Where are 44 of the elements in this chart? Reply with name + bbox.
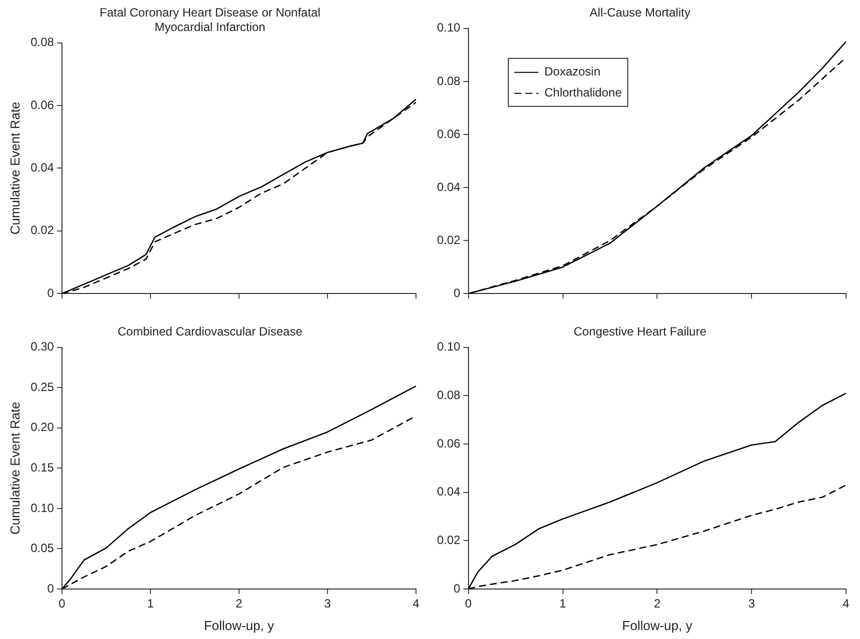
y-tick-label: 0.10 — [30, 500, 54, 515]
legend-label: Chlorthalidone — [544, 86, 622, 100]
x-tick-label: 0 — [465, 596, 472, 611]
y-tick-label: 0.06 — [436, 436, 461, 450]
y-tick-label: 0 — [454, 286, 461, 300]
y-tick-label: 0.02 — [30, 223, 54, 238]
y-tick-label: 0.04 — [436, 484, 461, 499]
chart-title: Combined Cardiovascular Disease — [118, 324, 303, 339]
x-tick-label: 2 — [236, 596, 243, 611]
x-axis-title: Follow-up, y — [622, 618, 693, 633]
x-tick-label: 1 — [559, 596, 566, 611]
y-tick-label: 0 — [454, 581, 461, 596]
y-tick-label: 0.30 — [30, 340, 54, 354]
x-axis-title: Follow-up, y — [204, 618, 275, 633]
y-tick-label: 0.10 — [436, 340, 461, 354]
chart-title: Fatal Coronary Heart Disease or Nonfatal Myocardial Infarction — [100, 6, 320, 34]
x-tick-label: 4 — [412, 596, 420, 611]
x-tick-label: 0 — [58, 596, 66, 611]
y-tick-label: 0.25 — [30, 380, 54, 394]
y-tick-label: 0.05 — [30, 541, 54, 556]
y-tick-label: 0.06 — [30, 98, 54, 112]
y-tick-label: 0.08 — [436, 74, 461, 88]
x-tick-label: 3 — [748, 596, 756, 611]
y-tick-label: 0.04 — [30, 160, 54, 175]
x-tick-label: 3 — [324, 596, 332, 611]
y-tick-label: 0 — [47, 286, 54, 300]
y-tick-label: 0.04 — [436, 180, 461, 194]
y-tick-label: 0.02 — [436, 532, 461, 547]
x-tick-label: 2 — [654, 596, 661, 611]
y-tick-label: 0.08 — [436, 388, 461, 402]
y-tick-label: 0.20 — [30, 420, 54, 434]
y-tick-label: 0.10 — [436, 20, 461, 35]
y-axis-title: Cumulative Event Rate — [7, 402, 22, 535]
chart-title: All-Cause Mortality — [590, 6, 690, 20]
y-tick-label: 0.06 — [436, 126, 461, 141]
y-tick-label: 0 — [47, 581, 54, 596]
legend-label: Doxazosin — [544, 64, 600, 79]
x-tick-label: 1 — [147, 596, 154, 611]
y-tick-label: 0.15 — [30, 460, 54, 475]
y-tick-label: 0.02 — [436, 232, 461, 247]
chart-title: Congestive Heart Failure — [574, 324, 707, 339]
x-tick-label: 4 — [842, 596, 850, 611]
y-axis-title: Cumulative Event Rate — [7, 102, 22, 235]
y-tick-label: 0.08 — [30, 35, 54, 50]
